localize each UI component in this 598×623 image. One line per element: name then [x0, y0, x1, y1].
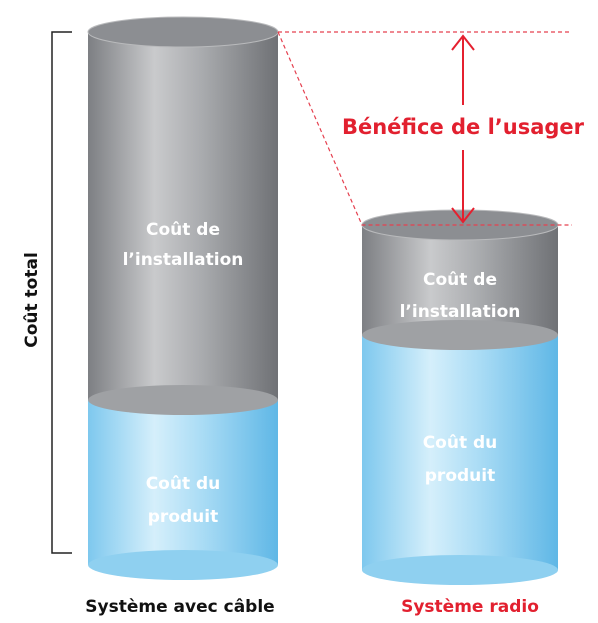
total-cost-label: Coût total — [22, 252, 42, 348]
benefit-label: Bénéfice de l’usager — [342, 115, 585, 139]
bracket — [51, 31, 72, 554]
segment-label: l’installation — [400, 302, 521, 322]
segment-label: Coût du — [423, 433, 498, 453]
segment-label: produit — [148, 507, 218, 527]
segment-label: Coût du — [146, 474, 221, 494]
benefit-guides — [277, 31, 572, 226]
cylinder-radio — [361, 209, 559, 585]
segment-label: l’installation — [123, 250, 244, 270]
segment-label: Coût de — [146, 220, 220, 240]
segment-label: Coût de — [423, 270, 497, 290]
benefit-arrow — [451, 34, 475, 224]
column-label: Système avec câble — [85, 597, 274, 617]
segment-label: produit — [425, 466, 495, 486]
column-label: Système radio — [401, 597, 539, 617]
cylinder-cable — [87, 16, 279, 580]
